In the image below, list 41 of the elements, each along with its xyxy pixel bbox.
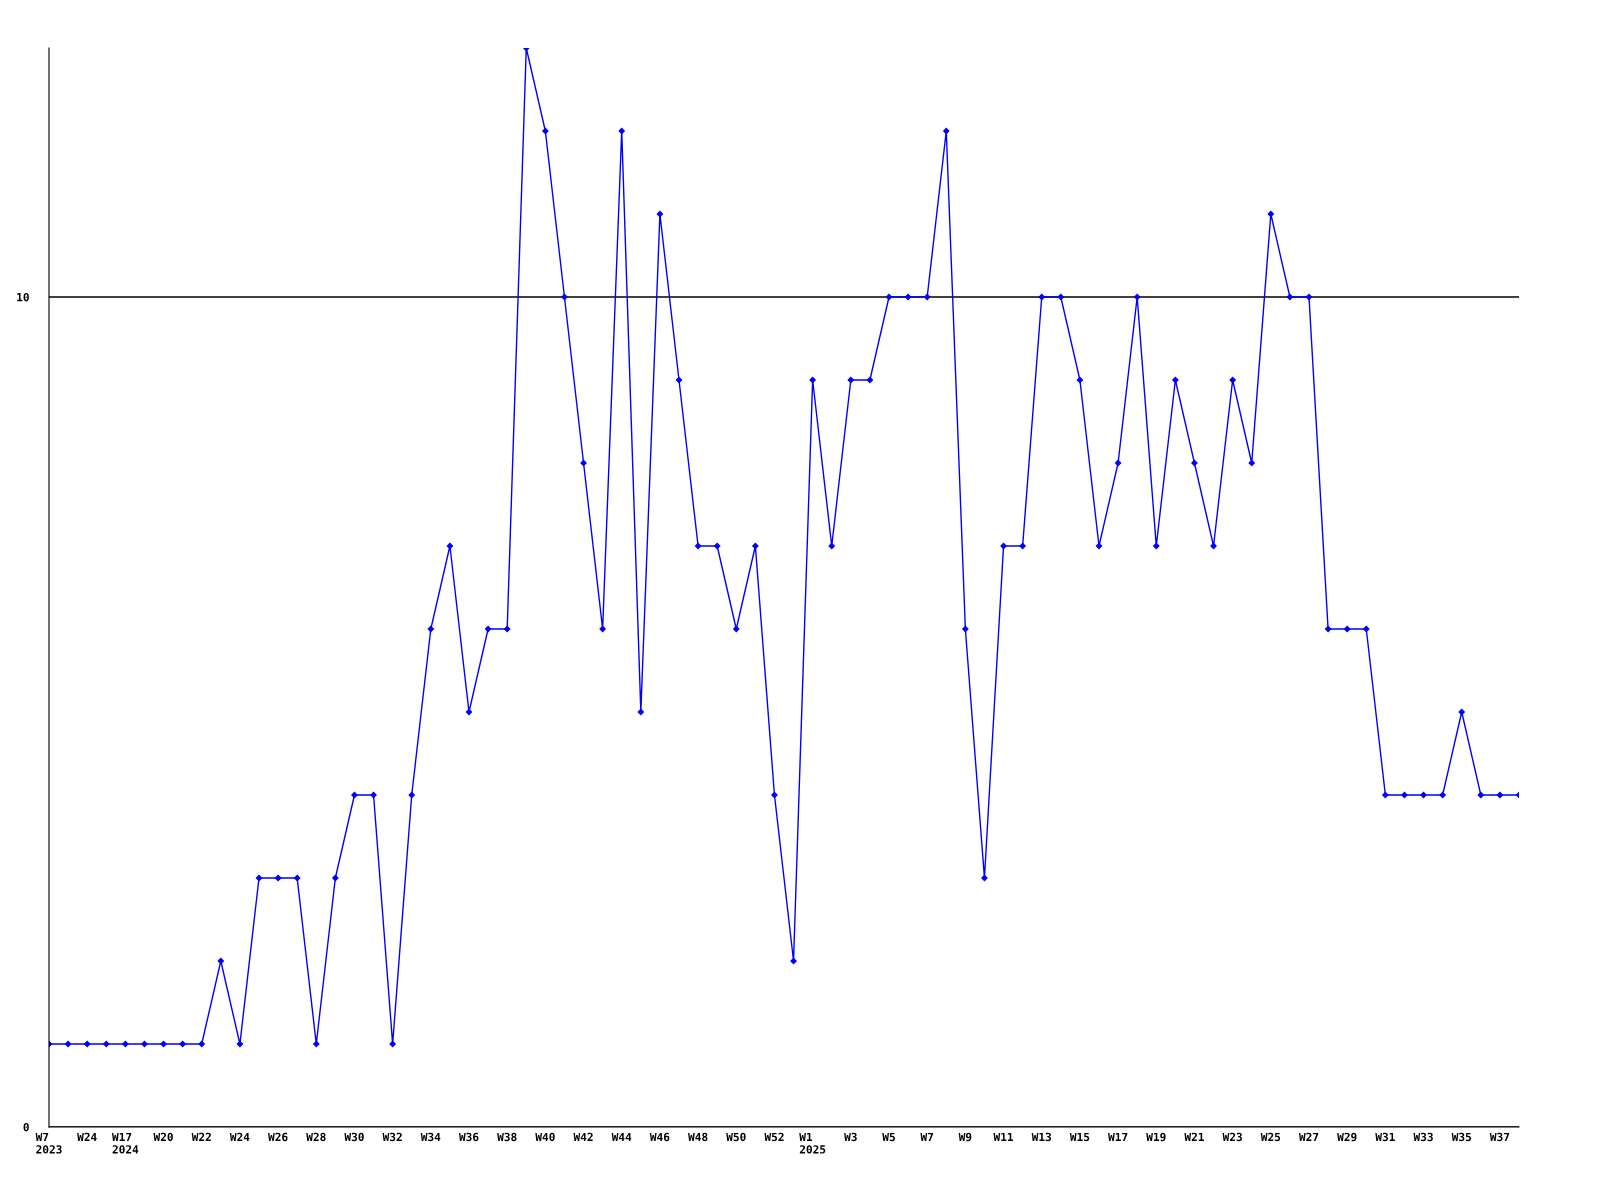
x-tick-label: W25 [1260, 1132, 1281, 1142]
y-tick-label: 0 [23, 1122, 29, 1132]
x-tick-label: W42 [573, 1132, 593, 1141]
x-tick-label: W15 [1069, 1132, 1090, 1142]
x-tick-label: W50 [726, 1132, 746, 1142]
x-tick-label: W46 [649, 1132, 670, 1142]
x-tick-label: W35 [1451, 1132, 1472, 1142]
x-tick-label: W34 [420, 1132, 441, 1142]
x-tick-label: W52 [764, 1132, 784, 1142]
x-tick-label: W19 [1146, 1132, 1166, 1142]
x-tick-label: W24 [77, 1132, 97, 1141]
x-tick-label: W20 [153, 1132, 173, 1142]
x-tick-label: W29 [1337, 1132, 1357, 1142]
x-tick-label: W1 2025 [799, 1132, 826, 1154]
x-tick-label: W40 [535, 1132, 555, 1142]
x-tick-label: W44 [611, 1132, 632, 1141]
x-tick-label: W37 [1489, 1132, 1510, 1142]
x-tick-label: W21 [1184, 1132, 1204, 1141]
x-tick-label: W33 [1413, 1132, 1433, 1142]
x-tick-label: W38 [497, 1132, 517, 1142]
x-tick-label: W28 [306, 1132, 326, 1142]
x-tick-label: W27 [1298, 1132, 1319, 1141]
x-tick-label: W32 [382, 1132, 402, 1142]
x-tick-label: W30 [344, 1132, 364, 1142]
x-tick-label: W22 [191, 1132, 211, 1141]
x-tick-label: W26 [268, 1132, 288, 1142]
x-tick-label: W31 [1375, 1132, 1395, 1142]
x-tick-label: W17 2024 [111, 1132, 139, 1154]
x-tick-label: W5 [882, 1132, 895, 1142]
x-tick-label: W3 [844, 1132, 857, 1142]
x-tick-label: W24 [229, 1132, 250, 1141]
x-tick-label: W11 [993, 1132, 1014, 1141]
x-tick-label: W23 [1222, 1132, 1242, 1142]
x-tick-label: W13 [1031, 1132, 1052, 1142]
x-tick-label: W17 [1108, 1132, 1128, 1141]
x-tick-label: W7 [920, 1132, 934, 1141]
x-tick-label: W36 [458, 1132, 479, 1142]
x-tick-label: W48 [688, 1132, 708, 1142]
x-tick-label: W9 [958, 1132, 972, 1142]
y-tick-label: 10 [17, 292, 29, 302]
x-tick-label: W7 2023 [35, 1132, 62, 1154]
